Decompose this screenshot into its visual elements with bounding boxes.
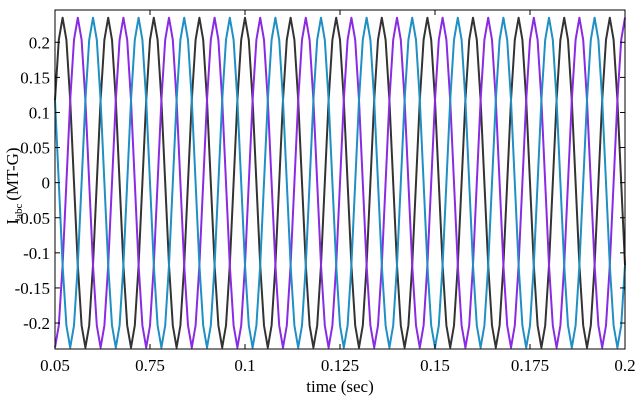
series-line: [54, 16, 626, 349]
series-line: [54, 16, 626, 349]
series-line: [54, 16, 626, 349]
y-axis-label: Iabc (MT-G): [3, 147, 25, 224]
x-tick-label: 0.175: [511, 356, 549, 375]
x-tick-label: 0.75: [135, 356, 165, 375]
y-label-main: I: [3, 219, 22, 225]
x-tick-label: 0.1: [234, 356, 255, 375]
x-tick-label: 0.15: [420, 356, 450, 375]
y-tick-label: -0.2: [23, 314, 50, 333]
y-tick-label: 0.2: [29, 33, 50, 52]
y-tick-label: 0.1: [29, 103, 50, 122]
y-tick-label: 0.05: [20, 139, 50, 158]
y-tick-label: -0.1: [23, 244, 50, 263]
y-tick-label: 0.15: [20, 68, 50, 87]
y-tick-label: -0.05: [15, 209, 50, 228]
x-tick-label: 0.125: [321, 356, 359, 375]
x-axis-label: time (sec): [306, 377, 374, 396]
x-tick-label: 0.2: [614, 356, 635, 375]
y-label-unit: (MT-G): [3, 147, 22, 200]
x-tick-label: 0.05: [40, 356, 70, 375]
y-tick-label: 0: [42, 174, 51, 193]
y-tick-label: -0.15: [15, 279, 50, 298]
y-label-sub: abc: [13, 204, 25, 219]
